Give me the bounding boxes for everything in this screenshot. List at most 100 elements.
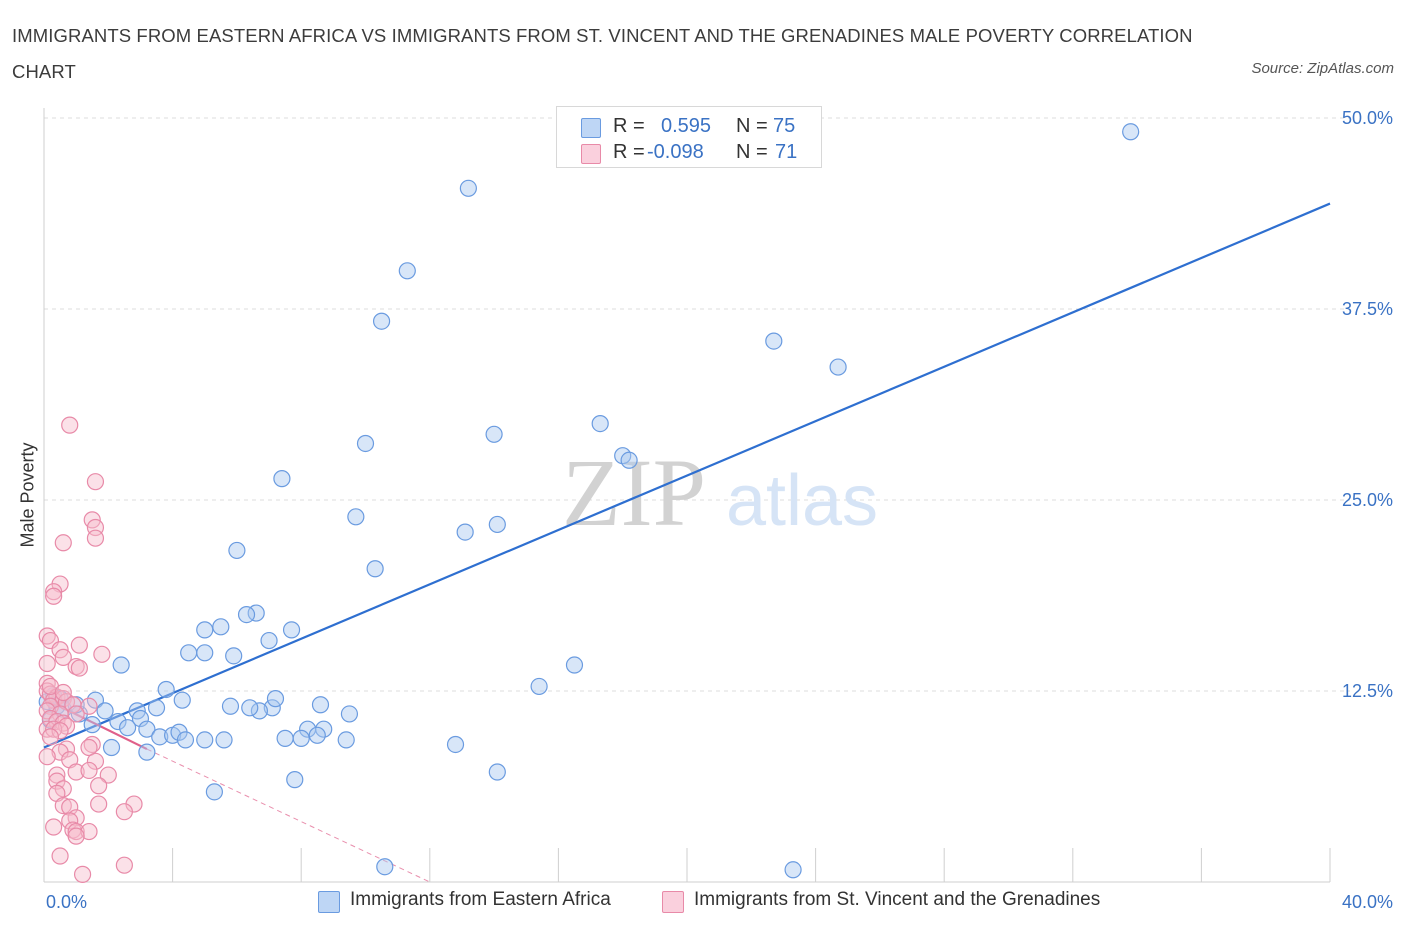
point-eastern-africa <box>620 451 638 469</box>
point-eastern-africa <box>356 434 375 453</box>
legend-swatch-blue <box>581 118 601 138</box>
legend-n-value: 75 <box>773 115 796 137</box>
point-eastern-africa <box>765 332 783 350</box>
point-eastern-africa <box>112 656 130 674</box>
point-st-vincent <box>86 752 105 770</box>
point-eastern-africa <box>221 697 240 715</box>
point-st-vincent <box>80 822 98 841</box>
point-eastern-africa <box>196 731 214 749</box>
point-eastern-africa <box>372 312 391 330</box>
y-tick-label: 50.0% <box>1342 108 1393 128</box>
point-st-vincent <box>73 865 92 883</box>
point-eastern-africa <box>286 771 304 789</box>
point-eastern-africa <box>157 680 175 699</box>
point-eastern-africa <box>250 702 269 720</box>
point-eastern-africa <box>212 618 230 636</box>
point-eastern-africa <box>151 728 169 746</box>
point-st-vincent <box>54 683 72 702</box>
point-eastern-africa <box>196 644 214 662</box>
correlation-legend: R = 0.595 N = 75 R = -0.098 N = 71 <box>556 106 822 168</box>
point-eastern-africa <box>456 523 474 541</box>
point-eastern-africa <box>446 735 465 754</box>
point-eastern-africa <box>205 783 223 801</box>
y-tick-label: 12.5% <box>1342 681 1393 701</box>
point-eastern-africa <box>96 702 114 720</box>
point-eastern-africa <box>131 709 150 728</box>
point-eastern-africa <box>228 541 246 560</box>
legend-r-label: R = <box>613 141 645 163</box>
point-eastern-africa <box>225 647 243 665</box>
point-eastern-africa <box>263 699 281 717</box>
x-tick-label: 40.0% <box>1342 892 1393 912</box>
point-st-vincent <box>86 529 105 547</box>
point-st-vincent <box>67 822 85 841</box>
point-eastern-africa <box>147 699 166 717</box>
point-st-vincent <box>90 777 108 795</box>
trend-line-st-vincent-extension <box>146 748 431 883</box>
point-st-vincent <box>86 473 105 491</box>
point-eastern-africa <box>276 729 294 747</box>
point-st-vincent <box>99 766 117 784</box>
axes <box>43 108 1331 883</box>
point-eastern-africa <box>237 605 256 624</box>
point-st-vincent <box>38 654 56 673</box>
point-eastern-africa <box>109 712 127 731</box>
point-eastern-africa <box>292 729 310 747</box>
point-eastern-africa <box>260 631 278 650</box>
bottom-legend-label: Immigrants from St. Vincent and the Gren… <box>694 889 1101 910</box>
y-axis-label: Male Poverty <box>17 442 38 548</box>
legend-r-value: 0.595 <box>661 115 712 137</box>
point-eastern-africa <box>784 861 802 879</box>
chart-title: IMMIGRANTS FROM EASTERN AFRICA VS IMMIGR… <box>12 25 1193 82</box>
point-st-vincent <box>48 766 66 784</box>
point-eastern-africa <box>485 425 503 443</box>
point-eastern-africa <box>337 731 355 749</box>
point-eastern-africa <box>530 677 548 696</box>
point-st-vincent <box>41 728 60 746</box>
data-points <box>38 123 1140 883</box>
point-st-vincent <box>45 818 63 836</box>
point-st-vincent <box>83 735 101 754</box>
point-eastern-africa <box>308 726 326 744</box>
point-st-vincent <box>67 763 85 781</box>
point-eastern-africa <box>180 644 198 662</box>
y-tick-label: 37.5% <box>1342 299 1393 319</box>
point-eastern-africa <box>366 560 384 578</box>
point-st-vincent <box>115 856 133 874</box>
point-eastern-africa <box>315 720 333 738</box>
point-st-vincent <box>51 847 69 865</box>
point-st-vincent <box>61 812 79 830</box>
watermark-zip: ZIP <box>562 439 706 546</box>
point-st-vincent <box>45 587 63 605</box>
watermark: ZIP atlas <box>562 439 878 546</box>
point-eastern-africa <box>829 358 847 376</box>
point-eastern-africa <box>83 716 101 734</box>
point-eastern-africa <box>241 699 259 717</box>
point-st-vincent <box>93 645 111 663</box>
watermark-atlas: atlas <box>726 461 878 541</box>
point-st-vincent <box>38 627 56 645</box>
point-eastern-africa <box>488 763 506 781</box>
legend-r-label: R = <box>613 115 645 137</box>
point-eastern-africa <box>215 731 233 749</box>
point-eastern-africa <box>591 415 609 433</box>
point-eastern-africa <box>459 179 477 197</box>
point-eastern-africa <box>311 696 330 714</box>
tick-labels: 12.5% 25.0% 37.5% 50.0% 0.0% 40.0% <box>46 108 1393 912</box>
point-eastern-africa <box>102 738 121 757</box>
grid-lines <box>44 117 1350 692</box>
y-tick-label: 25.0% <box>1342 490 1393 510</box>
point-eastern-africa <box>118 719 137 737</box>
legend-n-label: N = <box>736 115 768 137</box>
point-eastern-africa <box>398 262 416 280</box>
source-label: Source: ZipAtlas.com <box>1251 60 1394 77</box>
point-st-vincent <box>115 803 133 821</box>
point-st-vincent <box>45 583 63 601</box>
x-tick-label: 0.0% <box>46 892 87 912</box>
point-st-vincent <box>80 697 98 715</box>
point-st-vincent <box>54 796 72 815</box>
point-eastern-africa <box>196 621 214 639</box>
legend-swatch-pink <box>581 144 601 164</box>
bottom-legend-swatch-pink <box>662 891 684 913</box>
